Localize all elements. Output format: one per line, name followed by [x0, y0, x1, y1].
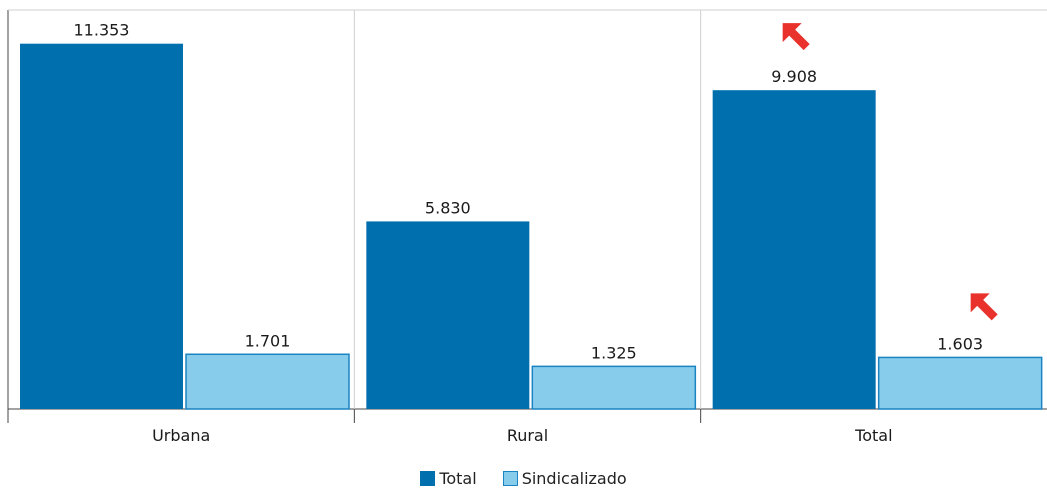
category-label-rural: Rural: [507, 426, 548, 445]
legend-swatch-total: [420, 470, 436, 486]
annotation-arrows: [782, 23, 998, 321]
value-label-rural-total: 5.830: [425, 198, 471, 217]
bar-total-sindicalizado: [877, 356, 1043, 410]
legend-item-total: Total: [420, 467, 477, 489]
bar-urbana-total: [20, 43, 183, 409]
value-label-urbana-sindicalizado: 1.701: [245, 331, 291, 350]
red-arrow-icon: [970, 293, 998, 321]
bar-rural-total: [366, 221, 530, 409]
bar-total-total: [712, 90, 876, 409]
value-label-total-sindicalizado: 1.603: [937, 334, 983, 353]
bar-rural-sindicalizado: [531, 365, 697, 410]
bar-urbana-sindicalizado: [185, 353, 350, 410]
value-label-rural-sindicalizado: 1.325: [591, 343, 637, 362]
legend-item-sindicalizado: Sindicalizado: [502, 467, 627, 489]
category-label-urbana: Urbana: [152, 426, 210, 445]
category-label-total: Total: [854, 426, 892, 445]
red-arrow-icon: [782, 23, 810, 51]
category-labels: Urbana Rural Total: [152, 426, 892, 445]
chart-legend: Total Sindicalizado: [0, 467, 1047, 489]
chart-bars: [20, 43, 1043, 410]
value-label-urbana-total: 11.353: [74, 21, 130, 40]
value-label-total-total: 9.908: [771, 67, 817, 86]
legend-swatch-sindicalizado: [502, 470, 518, 486]
legend-label-sindicalizado: Sindicalizado: [521, 468, 627, 488]
value-labels: 11.353 1.701 5.830 1.325 9.908 1.603: [74, 21, 984, 363]
legend-label-total: Total: [439, 468, 477, 488]
